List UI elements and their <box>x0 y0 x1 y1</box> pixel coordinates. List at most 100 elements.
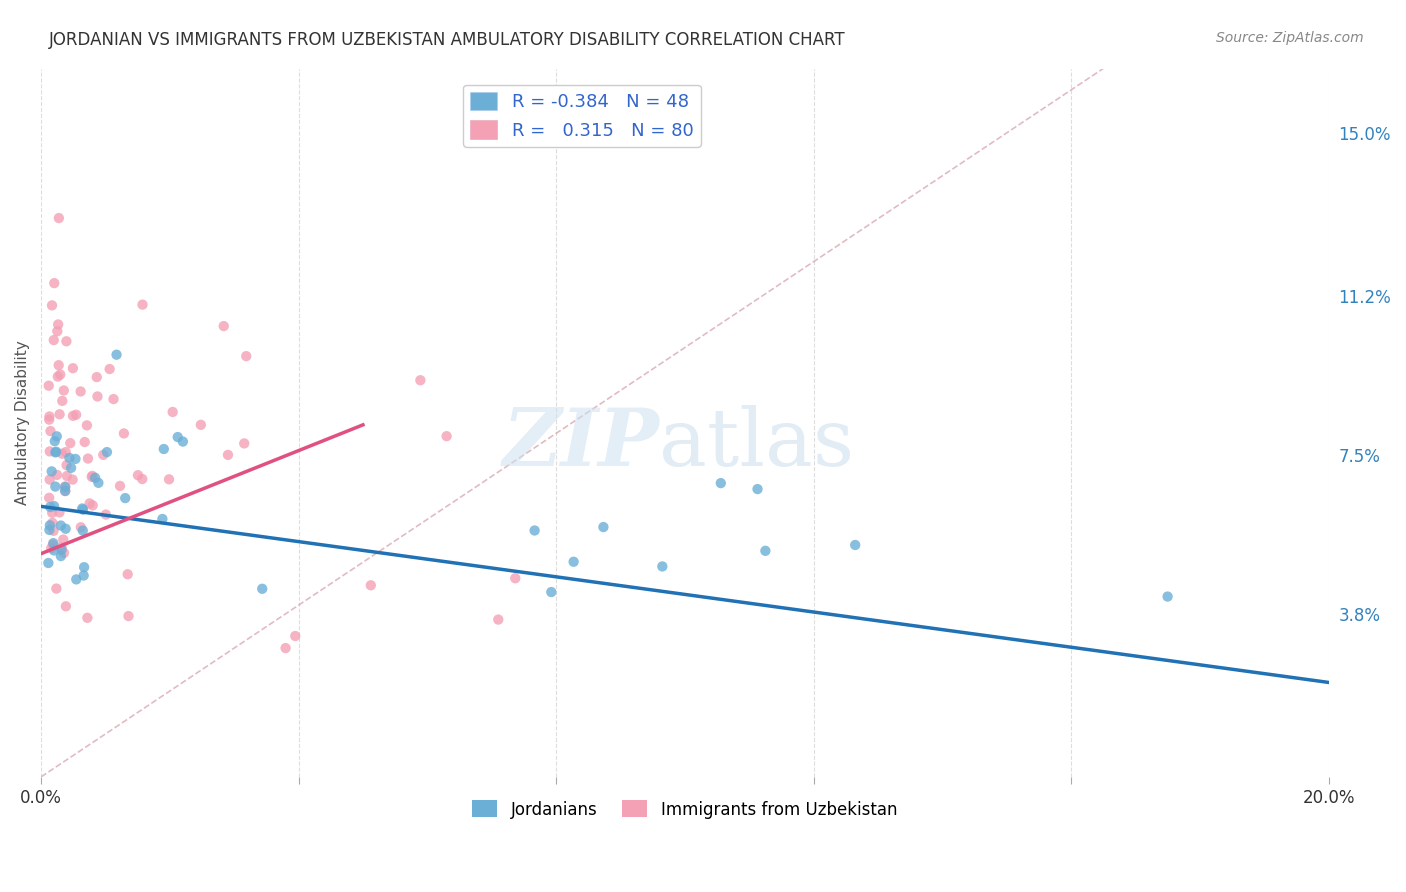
Point <box>98 362 121 376</box>
Point <box>48 358 70 372</box>
Point <box>131 298 153 312</box>
Point <box>117 567 139 582</box>
Point <box>77 451 100 466</box>
Point <box>45 444 67 458</box>
Point <box>710 476 733 491</box>
Point <box>96 445 118 459</box>
Point <box>52 533 75 547</box>
Point <box>86 389 108 403</box>
Point <box>53 484 76 499</box>
Point <box>62 473 84 487</box>
Point <box>152 512 174 526</box>
Point <box>252 582 274 596</box>
Point <box>172 434 194 449</box>
Point <box>46 318 69 332</box>
Point <box>46 369 69 384</box>
Point <box>53 479 76 493</box>
Point <box>48 211 70 225</box>
Point <box>82 468 104 483</box>
Point <box>55 522 77 536</box>
Point <box>55 599 77 614</box>
Point <box>73 560 96 574</box>
Point <box>51 542 73 557</box>
Point <box>503 571 526 585</box>
Point <box>41 506 63 520</box>
Point <box>69 520 91 534</box>
Point <box>65 451 87 466</box>
Point <box>91 448 114 462</box>
Point <box>38 409 60 424</box>
Point <box>69 384 91 399</box>
Point <box>39 424 62 438</box>
Point <box>79 496 101 510</box>
Point <box>38 523 60 537</box>
Point <box>41 298 63 312</box>
Point <box>55 334 77 349</box>
Point <box>86 370 108 384</box>
Point <box>51 541 73 555</box>
Point <box>59 436 82 450</box>
Point <box>592 520 614 534</box>
Text: atlas: atlas <box>659 405 855 483</box>
Point <box>360 578 382 592</box>
Point <box>41 516 63 530</box>
Point <box>70 501 93 516</box>
Point <box>53 480 76 494</box>
Point <box>166 430 188 444</box>
Text: JORDANIAN VS IMMIGRANTS FROM UZBEKISTAN AMBULATORY DISABILITY CORRELATION CHART: JORDANIAN VS IMMIGRANTS FROM UZBEKISTAN … <box>49 31 846 49</box>
Point <box>42 524 65 538</box>
Point <box>212 319 235 334</box>
Point <box>108 479 131 493</box>
Point <box>48 505 70 519</box>
Point <box>42 538 65 552</box>
Point <box>37 556 59 570</box>
Point <box>55 458 77 472</box>
Point <box>65 573 87 587</box>
Point <box>284 629 307 643</box>
Point <box>58 450 80 465</box>
Point <box>523 524 546 538</box>
Point <box>62 361 84 376</box>
Y-axis label: Ambulatory Disability: Ambulatory Disability <box>15 341 30 505</box>
Point <box>76 418 98 433</box>
Point <box>56 469 79 483</box>
Point <box>39 541 62 556</box>
Point <box>73 435 96 450</box>
Point <box>38 444 60 458</box>
Point <box>73 568 96 582</box>
Point <box>233 436 256 450</box>
Point <box>38 518 60 533</box>
Point <box>157 472 180 486</box>
Point <box>651 559 673 574</box>
Point <box>48 407 70 421</box>
Point <box>1156 590 1178 604</box>
Point <box>62 409 84 423</box>
Point <box>38 491 60 505</box>
Point <box>49 368 72 382</box>
Point <box>84 471 107 485</box>
Text: Source: ZipAtlas.com: Source: ZipAtlas.com <box>1216 31 1364 45</box>
Point <box>42 543 65 558</box>
Point <box>562 555 585 569</box>
Point <box>127 468 149 483</box>
Point <box>51 393 73 408</box>
Point <box>49 518 72 533</box>
Point <box>45 429 67 443</box>
Point <box>540 585 562 599</box>
Point <box>747 482 769 496</box>
Point <box>87 475 110 490</box>
Point <box>190 417 212 432</box>
Point <box>217 448 239 462</box>
Point <box>754 544 776 558</box>
Point <box>65 408 87 422</box>
Point <box>49 549 72 563</box>
Point <box>103 392 125 406</box>
Point <box>844 538 866 552</box>
Point <box>38 473 60 487</box>
Point <box>112 426 135 441</box>
Point <box>409 373 432 387</box>
Point <box>38 412 60 426</box>
Point <box>235 349 257 363</box>
Point <box>117 609 139 624</box>
Point <box>44 445 66 459</box>
